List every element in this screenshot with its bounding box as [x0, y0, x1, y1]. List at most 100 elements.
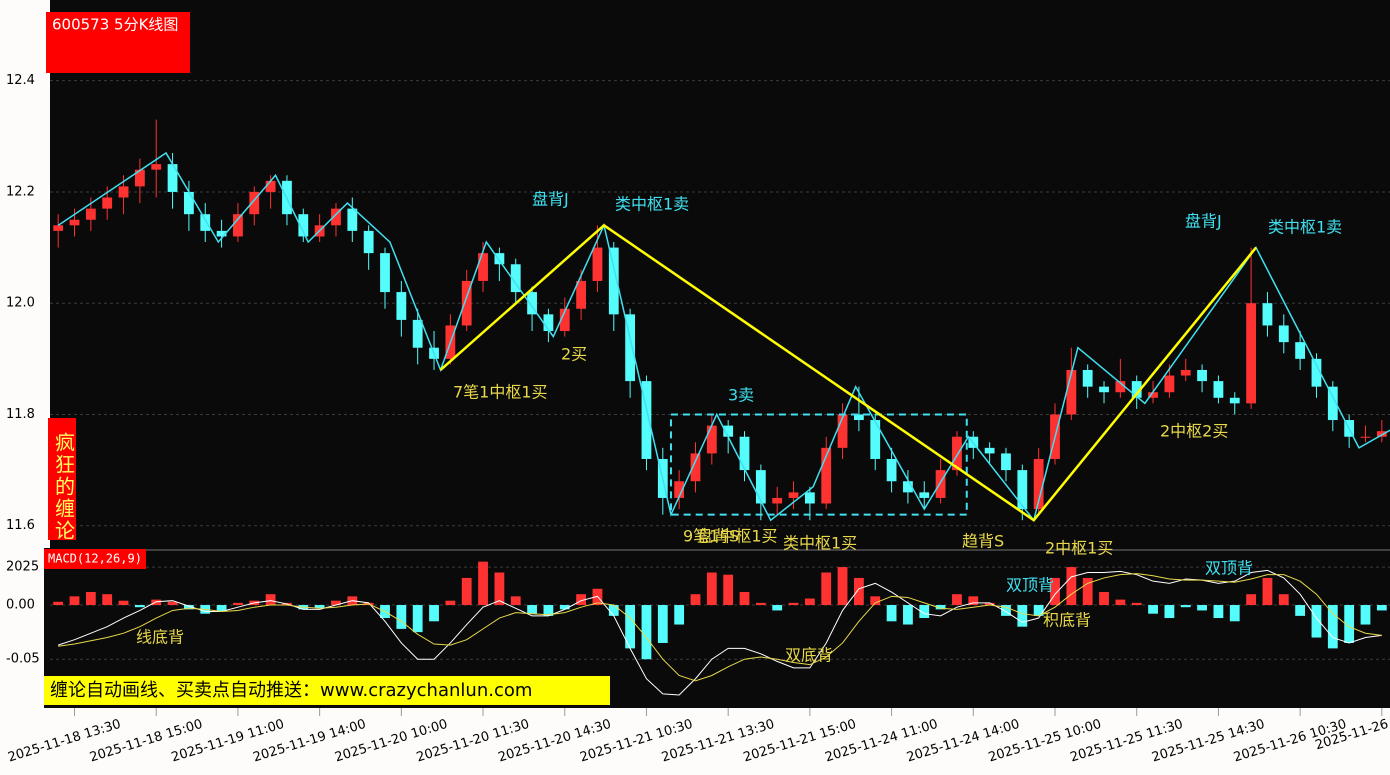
macd-bar: [1082, 577, 1093, 606]
candle-body: [788, 492, 799, 498]
candle-body: [870, 420, 881, 459]
macd-label: MACD(12,26,9): [48, 552, 142, 566]
macd-bar: [494, 572, 505, 606]
candle-body: [1376, 431, 1387, 437]
macd-bar: [739, 592, 750, 606]
candle-body: [739, 436, 750, 471]
macd-bar: [559, 605, 570, 610]
macd-bar: [903, 605, 913, 625]
macd-bar: [854, 577, 864, 606]
dea-line: [58, 573, 1382, 682]
candle-body: [837, 414, 848, 448]
candle-body: [1033, 458, 1044, 510]
candle-body: [935, 470, 946, 498]
candle-body: [380, 253, 390, 293]
macd-bar: [1017, 605, 1028, 627]
candle-body: [1229, 397, 1240, 404]
macd-bar: [952, 594, 962, 606]
macd-bar: [1050, 577, 1060, 606]
annotation: 2买: [561, 345, 587, 364]
chart-title: 600573 5分K线图: [52, 16, 178, 34]
macd-bar: [723, 574, 734, 606]
candle-body: [1017, 470, 1028, 510]
macd-bar: [53, 601, 64, 606]
annotation: 盘背J: [532, 190, 569, 209]
candle-body: [118, 186, 129, 198]
candle-body: [1197, 369, 1207, 382]
candle-body: [1131, 381, 1142, 398]
candle-body: [1099, 386, 1109, 393]
candle-body: [1278, 325, 1289, 343]
candle-body: [510, 264, 521, 293]
candle-body: [559, 308, 570, 332]
macd-bar: [1197, 605, 1207, 611]
macd-bar: [396, 605, 407, 629]
macd-label-box: [44, 549, 146, 569]
macd-bar: [1180, 605, 1191, 608]
segment-line: [439, 223, 1257, 522]
macd-bar: [527, 605, 537, 614]
candle-body: [478, 253, 488, 281]
macd-annotation: 积底背: [1043, 611, 1091, 630]
candle-body: [134, 169, 145, 187]
candle-body: [298, 214, 309, 237]
annotation: 2中枢2买: [1160, 422, 1228, 441]
macd-bar: [69, 596, 80, 606]
candle-body: [1115, 381, 1126, 393]
candle-body: [625, 314, 636, 382]
macd-bar: [1360, 605, 1371, 625]
macd-bar: [118, 600, 129, 606]
macd-bar: [870, 596, 881, 606]
macd-bar: [1311, 605, 1322, 638]
candle-body: [461, 280, 472, 326]
macd-bar: [233, 602, 243, 606]
candle-body: [249, 191, 260, 215]
macd-bar: [1278, 594, 1289, 606]
candle-body: [1164, 375, 1175, 393]
candle-body: [69, 219, 80, 226]
macd-bar: [510, 596, 521, 606]
macd-bar: [314, 605, 325, 609]
candle-body: [1262, 303, 1273, 326]
macd-bar: [102, 594, 113, 606]
macd-bar: [331, 600, 341, 606]
candle-body: [576, 280, 586, 309]
macd-annotation: 双顶背: [1006, 576, 1054, 595]
side-label-text: 疯狂的缠论: [52, 432, 76, 542]
annotation: 2中枢1买: [1045, 539, 1113, 558]
macd-bar: [184, 605, 194, 610]
candle-body: [1001, 453, 1011, 471]
macd-bar: [216, 605, 227, 612]
annotation: 盘背J: [1185, 212, 1222, 231]
candle-body: [265, 180, 276, 192]
macd-bar: [134, 605, 145, 608]
candle-body: [1066, 369, 1077, 415]
candle-body: [1327, 386, 1338, 421]
candle-body: [723, 425, 734, 437]
y-tick-label: 11.6: [6, 518, 35, 533]
hub-box: [669, 413, 968, 516]
candle-body: [903, 481, 913, 493]
macd-bar: [1229, 605, 1240, 622]
candle-body: [886, 458, 897, 482]
candle-body: [1180, 369, 1191, 376]
macd-bar: [837, 567, 848, 606]
candle-body: [53, 225, 64, 231]
macd-bar: [788, 602, 799, 606]
macd-tick-label: 2025: [6, 560, 39, 575]
candle-body: [363, 230, 374, 254]
candle-body: [984, 447, 995, 454]
y-tick-label: 11.8: [6, 407, 35, 422]
candle-body: [216, 230, 227, 237]
macd-annotation: 双顶背: [1205, 559, 1253, 578]
macd-bar: [1295, 605, 1306, 616]
macd-bar: [167, 601, 178, 606]
macd-bar: [1262, 577, 1273, 606]
macd-bar: [412, 605, 423, 633]
candle-body: [543, 314, 554, 332]
macd-bar: [1164, 605, 1175, 619]
macd-bar: [706, 572, 717, 606]
candle-body: [952, 436, 962, 471]
